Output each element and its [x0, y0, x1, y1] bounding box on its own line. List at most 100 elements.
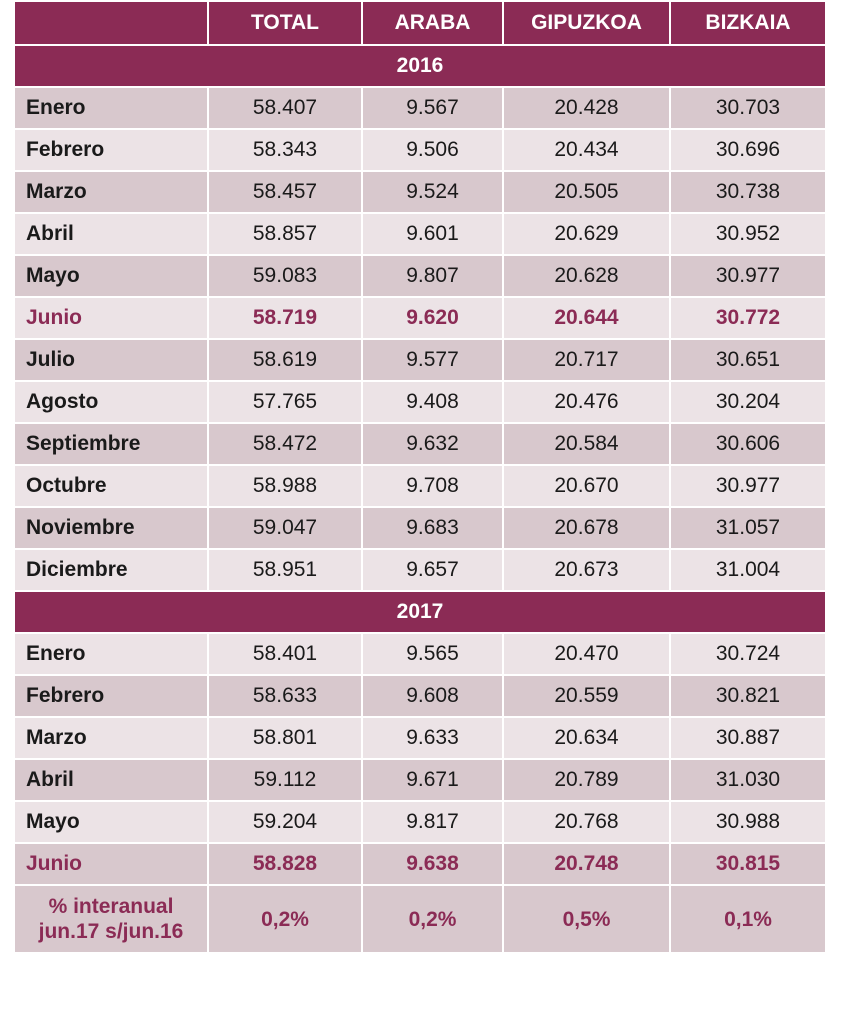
yoy-value-cell: 0,5% [502, 884, 671, 954]
month-cell: Junio [13, 842, 209, 886]
value-cell: 20.673 [502, 548, 671, 592]
value-cell: 20.670 [502, 464, 671, 508]
value-cell: 20.634 [502, 716, 671, 760]
header-araba: ARABA [361, 0, 504, 46]
value-cell: 9.620 [361, 296, 504, 340]
month-cell: Marzo [13, 716, 209, 760]
year-label: 2017 [13, 590, 827, 634]
value-cell: 30.977 [669, 464, 827, 508]
value-cell: 20.628 [502, 254, 671, 298]
value-cell: 58.343 [207, 128, 363, 172]
header-empty-cell [13, 0, 209, 46]
table-row: Agosto 57.765 9.408 20.476 30.204 [13, 380, 827, 424]
table-row: Diciembre 58.951 9.657 20.673 31.004 [13, 548, 827, 592]
table-row: Octubre 58.988 9.708 20.670 30.977 [13, 464, 827, 508]
table-row: Marzo 58.801 9.633 20.634 30.887 [13, 716, 827, 760]
value-cell: 59.047 [207, 506, 363, 550]
month-cell: Enero [13, 632, 209, 676]
value-cell: 9.817 [361, 800, 504, 844]
value-cell: 30.204 [669, 380, 827, 424]
value-cell: 58.719 [207, 296, 363, 340]
value-cell: 9.565 [361, 632, 504, 676]
value-cell: 30.651 [669, 338, 827, 382]
month-cell: Septiembre [13, 422, 209, 466]
affiliation-table: TOTAL ARABA GIPUZKOA BIZKAIA 2016 Enero 58… [13, 0, 827, 954]
table-row: Mayo 59.083 9.807 20.628 30.977 [13, 254, 827, 298]
value-cell: 59.083 [207, 254, 363, 298]
yoy-label-line1: % interanual [48, 895, 174, 918]
value-cell: 58.619 [207, 338, 363, 382]
yoy-label-line2: jun.17 s/jun.16 [38, 920, 184, 943]
month-cell: Diciembre [13, 548, 209, 592]
month-cell: Agosto [13, 380, 209, 424]
value-cell: 20.789 [502, 758, 671, 802]
value-cell: 30.606 [669, 422, 827, 466]
value-cell: 20.678 [502, 506, 671, 550]
value-cell: 58.801 [207, 716, 363, 760]
table-row: Febrero 58.633 9.608 20.559 30.821 [13, 674, 827, 718]
table-row: Septiembre 58.472 9.632 20.584 30.606 [13, 422, 827, 466]
value-cell: 9.683 [361, 506, 504, 550]
month-cell: Mayo [13, 800, 209, 844]
year-row: 2016 [13, 44, 827, 88]
value-cell: 59.112 [207, 758, 363, 802]
table-row: Noviembre 59.047 9.683 20.678 31.057 [13, 506, 827, 550]
table-row: Abril 58.857 9.601 20.629 30.952 [13, 212, 827, 256]
table-row: Junio 58.828 9.638 20.748 30.815 [13, 842, 827, 886]
yoy-value-cell: 0,1% [669, 884, 827, 954]
value-cell: 30.738 [669, 170, 827, 214]
value-cell: 58.633 [207, 674, 363, 718]
value-cell: 20.428 [502, 86, 671, 130]
month-cell: Enero [13, 86, 209, 130]
value-cell: 20.768 [502, 800, 671, 844]
value-cell: 20.434 [502, 128, 671, 172]
value-cell: 30.887 [669, 716, 827, 760]
value-cell: 20.505 [502, 170, 671, 214]
header-row: TOTAL ARABA GIPUZKOA BIZKAIA [13, 0, 827, 46]
value-cell: 20.644 [502, 296, 671, 340]
value-cell: 20.629 [502, 212, 671, 256]
value-cell: 30.815 [669, 842, 827, 886]
value-cell: 9.671 [361, 758, 504, 802]
yoy-value-cell: 0,2% [361, 884, 504, 954]
value-cell: 30.696 [669, 128, 827, 172]
value-cell: 9.577 [361, 338, 504, 382]
table-row: Marzo 58.457 9.524 20.505 30.738 [13, 170, 827, 214]
value-cell: 20.748 [502, 842, 671, 886]
month-cell: Mayo [13, 254, 209, 298]
value-cell: 58.951 [207, 548, 363, 592]
table-row: Mayo 59.204 9.817 20.768 30.988 [13, 800, 827, 844]
month-cell: Marzo [13, 170, 209, 214]
table-row: Enero 58.401 9.565 20.470 30.724 [13, 632, 827, 676]
table-row: Julio 58.619 9.577 20.717 30.651 [13, 338, 827, 382]
table-row: Febrero 58.343 9.506 20.434 30.696 [13, 128, 827, 172]
value-cell: 30.724 [669, 632, 827, 676]
value-cell: 20.559 [502, 674, 671, 718]
value-cell: 9.506 [361, 128, 504, 172]
value-cell: 30.772 [669, 296, 827, 340]
value-cell: 9.708 [361, 464, 504, 508]
value-cell: 58.857 [207, 212, 363, 256]
value-cell: 9.807 [361, 254, 504, 298]
month-cell: Julio [13, 338, 209, 382]
table-row: Enero 58.407 9.567 20.428 30.703 [13, 86, 827, 130]
month-cell: Abril [13, 212, 209, 256]
value-cell: 30.821 [669, 674, 827, 718]
header-total: TOTAL [207, 0, 363, 46]
month-cell: Febrero [13, 128, 209, 172]
value-cell: 58.407 [207, 86, 363, 130]
value-cell: 58.828 [207, 842, 363, 886]
value-cell: 31.057 [669, 506, 827, 550]
value-cell: 58.457 [207, 170, 363, 214]
table-body: TOTAL ARABA GIPUZKOA BIZKAIA 2016 Enero 58… [13, 0, 827, 954]
month-cell: Febrero [13, 674, 209, 718]
year-label: 2016 [13, 44, 827, 88]
value-cell: 20.470 [502, 632, 671, 676]
month-cell: Abril [13, 758, 209, 802]
value-cell: 31.004 [669, 548, 827, 592]
month-cell: Noviembre [13, 506, 209, 550]
table-row: Abril 59.112 9.671 20.789 31.030 [13, 758, 827, 802]
yoy-value-cell: 0,2% [207, 884, 363, 954]
value-cell: 9.601 [361, 212, 504, 256]
value-cell: 30.988 [669, 800, 827, 844]
